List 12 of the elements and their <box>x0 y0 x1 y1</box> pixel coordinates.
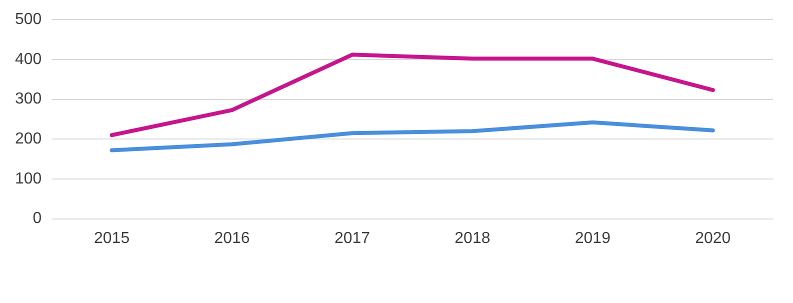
x-tick-label: 2016 <box>214 230 250 247</box>
y-tick-label: 0 <box>32 210 42 228</box>
x-tick-label: 2019 <box>574 230 611 247</box>
y-tick-label: 200 <box>14 130 42 148</box>
y-tick-label: 100 <box>14 170 42 188</box>
x-tick-label: 2020 <box>695 230 731 247</box>
y-tick-label: 400 <box>14 50 42 68</box>
x-tick-label: 2018 <box>454 230 490 247</box>
y-tick-label: 300 <box>14 90 42 108</box>
x-tick-label: 2017 <box>334 230 370 247</box>
x-tick-label: 2015 <box>94 230 130 247</box>
y-tick-label: 500 <box>14 11 42 28</box>
